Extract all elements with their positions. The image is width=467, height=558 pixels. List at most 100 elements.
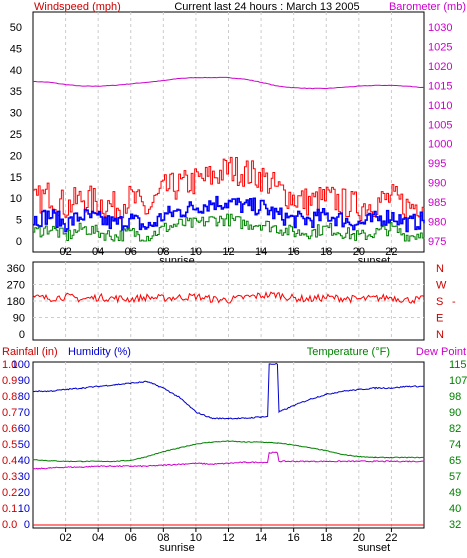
compass-label-west: W <box>436 280 447 292</box>
windspeed-tick-5: 5 <box>16 215 22 227</box>
rainfall-tick-0.8: 0.8 <box>2 391 17 403</box>
rainfall-tick-0.0: 0.0 <box>2 519 17 531</box>
rainfall-tick-0.9: 0.9 <box>2 375 17 387</box>
barometer-tick-1030: 1030 <box>428 22 452 34</box>
humidity-tick-80: 80 <box>18 391 30 403</box>
humidity-tick-60: 60 <box>18 423 30 435</box>
chart-title: Current last 24 hours : March 13 2005 <box>174 1 359 13</box>
panel3-hour-label-02: 02 <box>59 532 71 544</box>
temperature-tick-32: 32 <box>449 519 461 531</box>
rainfall-tick-labels: 1.0 0.9 0.8 0.7 0.6 0.5 0.4 0.3 0.2 0.1 0.0 <box>2 359 17 531</box>
barometer-tick-985: 985 <box>428 197 446 209</box>
humidity-line <box>32 362 425 420</box>
sunrise-label-bottom: sunrise <box>159 542 194 554</box>
panel3-hour-label-22: 22 <box>385 532 397 544</box>
direction-tick-180: 180 <box>7 296 25 308</box>
compass-label-east: E <box>436 313 443 325</box>
panel1-hour-label-18: 18 <box>320 246 332 258</box>
humidity-tick-40: 40 <box>18 455 30 467</box>
barometer-tick-990: 990 <box>428 178 446 190</box>
rainfall-tick-0.6: 0.6 <box>2 423 17 435</box>
barometer-tick-995: 995 <box>428 158 446 170</box>
temperature-tick-49: 49 <box>449 487 461 499</box>
windspeed-minimum-line <box>33 213 425 242</box>
panel3-hour-label-08: 08 <box>157 532 169 544</box>
compass-label-north-bottom: N <box>436 329 444 341</box>
temperature-tick-74: 74 <box>449 439 461 451</box>
barometer-tick-980: 980 <box>428 217 446 229</box>
humidity-axis-label: Humidity (%) <box>68 346 131 358</box>
humidity-tick-100: 100 <box>12 359 30 371</box>
panel1-hour-label-08: 08 <box>157 246 169 258</box>
temperature-tick-82: 82 <box>449 423 461 435</box>
panel1-hour-label-12: 12 <box>222 246 234 258</box>
panel2-series <box>32 291 425 305</box>
temperature-tick-107: 107 <box>449 375 467 387</box>
barometer-tick-labels: 1030 1025 1020 1015 1010 1005 1000 995 990 985 980… <box>428 22 452 248</box>
rainfall-tick-0.4: 0.4 <box>2 455 17 467</box>
windspeed-tick-25: 25 <box>10 129 22 141</box>
panel1-hour-label-04: 04 <box>92 246 104 258</box>
temperature-tick-98: 98 <box>449 391 461 403</box>
humidity-tick-0: 0 <box>24 519 30 531</box>
dewpoint-line <box>32 451 425 470</box>
rainfall-tick-0.7: 0.7 <box>2 407 17 419</box>
barometer-tick-1000: 1000 <box>428 139 452 151</box>
compass-label-north-top: N <box>436 263 444 275</box>
direction-tick-270: 270 <box>7 280 25 292</box>
compass-label-south: S <box>436 296 443 308</box>
barometer-tick-1010: 1010 <box>428 100 452 112</box>
temperature-tick-115: 115 <box>449 359 467 371</box>
barometer-tick-1015: 1015 <box>428 80 452 92</box>
humidity-tick-30: 30 <box>18 471 30 483</box>
temperature-tick-90: 90 <box>449 407 461 419</box>
temperature-tick-labels: 115 107 98 90 82 74 65 57 49 40 32 <box>449 359 467 531</box>
windspeed-tick-40: 40 <box>10 65 22 77</box>
windspeed-tick-10: 10 <box>10 193 22 205</box>
windspeed-average-line <box>33 195 425 233</box>
panel3-hour-label-16: 16 <box>288 532 300 544</box>
direction-tick-90: 90 <box>13 313 25 325</box>
panel3-ticks <box>65 528 392 532</box>
panel3-hour-label-12: 12 <box>222 532 234 544</box>
temperature-tick-57: 57 <box>449 471 461 483</box>
panel1-hour-label-22: 22 <box>385 246 397 258</box>
barometer-tick-1020: 1020 <box>428 61 452 73</box>
rainfall-tick-1.0: 1.0 <box>2 359 17 371</box>
panel1-hour-label-02: 02 <box>59 246 71 258</box>
panel1-hour-labels: 02 04 06 08 10 12 14 16 18 20 22 <box>59 246 397 258</box>
humidity-tick-20: 20 <box>18 487 30 499</box>
sunset-label-bottom: sunset <box>358 542 390 554</box>
temperature-tick-40: 40 <box>449 503 461 515</box>
panel1-hour-label-16: 16 <box>288 246 300 258</box>
panel1-hour-label-10: 10 <box>190 246 202 258</box>
rainfall-tick-0.3: 0.3 <box>2 471 17 483</box>
rainfall-axis-label: Rainfall (in) <box>2 346 58 358</box>
barometer-tick-1025: 1025 <box>428 41 452 53</box>
rainfall-tick-0.2: 0.2 <box>2 487 17 499</box>
panel1-ticks <box>65 248 392 252</box>
panel1-hour-label-14: 14 <box>255 246 267 258</box>
windspeed-tick-45: 45 <box>10 43 22 55</box>
panel2-grid <box>33 262 424 340</box>
barometer-axis-label: Barometer (mb) <box>389 1 466 13</box>
windspeed-tick-35: 35 <box>10 86 22 98</box>
direction-tick-0: 0 <box>19 329 25 341</box>
temperature-line <box>32 440 425 463</box>
panel3-hour-label-06: 06 <box>125 532 137 544</box>
humidity-tick-50: 50 <box>18 439 30 451</box>
windspeed-tick-30: 30 <box>10 108 22 120</box>
panel3-series <box>32 362 425 526</box>
panel3-hour-labels: 02 04 06 08 10 12 14 16 18 20 22 <box>59 532 397 544</box>
barometer-line <box>32 76 425 90</box>
temperature-axis-label: Temperature (°F) <box>307 346 390 358</box>
panel1-hour-label-06: 06 <box>125 246 137 258</box>
panel3-hour-label-18: 18 <box>320 532 332 544</box>
humidity-tick-90: 90 <box>18 375 30 387</box>
windspeed-tick-0: 0 <box>16 236 22 248</box>
panel3-grid <box>65 362 392 528</box>
panel3-hour-label-20: 20 <box>353 532 365 544</box>
